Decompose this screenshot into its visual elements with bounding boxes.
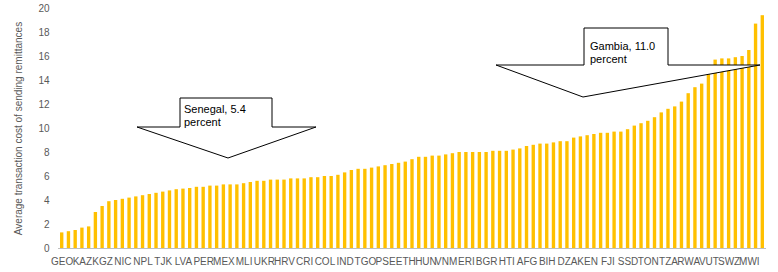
svg-text:AFG: AFG — [517, 256, 538, 267]
svg-text:2: 2 — [44, 219, 50, 230]
svg-text:NIC: NIC — [114, 256, 131, 267]
svg-text:DZA: DZA — [557, 256, 577, 267]
svg-text:SWZ: SWZ — [718, 256, 740, 267]
svg-text:MLI: MLI — [236, 256, 253, 267]
svg-text:SSD: SSD — [618, 256, 639, 267]
svg-text:HRV: HRV — [274, 256, 295, 267]
svg-text:TON: TON — [638, 256, 659, 267]
svg-text:16: 16 — [38, 51, 50, 62]
svg-text:NPL: NPL — [133, 256, 153, 267]
svg-text:KAZ: KAZ — [73, 256, 92, 267]
svg-text:KGZ: KGZ — [92, 256, 113, 267]
svg-text:20: 20 — [38, 3, 50, 14]
svg-text:TZA: TZA — [659, 256, 678, 267]
svg-text:4: 4 — [44, 195, 50, 206]
svg-text:12: 12 — [38, 99, 50, 110]
svg-text:IND: IND — [337, 256, 354, 267]
svg-text:HUN: HUN — [415, 256, 437, 267]
svg-text:6: 6 — [44, 171, 50, 182]
svg-text:18: 18 — [38, 27, 50, 38]
svg-text:14: 14 — [38, 75, 50, 86]
html-text:Gambia, 11.0 percent: Gambia, 11.0 percent — [590, 40, 656, 65]
svg-text:COL: COL — [315, 256, 336, 267]
svg-text:FJI: FJI — [601, 256, 615, 267]
svg-text:0: 0 — [44, 243, 50, 254]
svg-text:PSE: PSE — [376, 256, 396, 267]
svg-text:CRI: CRI — [296, 256, 313, 267]
svg-text:Average transaction cost of se: Average transaction cost of sending remi… — [13, 22, 24, 235]
svg-text:BIH: BIH — [539, 256, 556, 267]
svg-text:RWA: RWA — [677, 256, 700, 267]
html-text:Senegal, 5.4 percent: Senegal, 5.4 percent — [184, 103, 246, 128]
svg-text:MWI: MWI — [739, 256, 760, 267]
svg-text:VNM: VNM — [435, 256, 457, 267]
svg-text:ERI: ERI — [458, 256, 475, 267]
svg-text:LVA: LVA — [175, 256, 193, 267]
svg-text:10: 10 — [38, 123, 50, 134]
svg-text:KEN: KEN — [577, 256, 598, 267]
svg-text:HTI: HTI — [499, 256, 515, 267]
svg-text:ETH: ETH — [396, 256, 416, 267]
svg-text:8: 8 — [44, 147, 50, 158]
svg-text:PER: PER — [193, 256, 214, 267]
svg-text:BGR: BGR — [476, 256, 498, 267]
svg-text:MEX: MEX — [213, 256, 235, 267]
svg-text:UKR: UKR — [254, 256, 275, 267]
svg-text:GEO: GEO — [51, 256, 73, 267]
svg-text:VUT: VUT — [699, 256, 719, 267]
svg-text:TGO: TGO — [355, 256, 377, 267]
svg-text:TJK: TJK — [154, 256, 172, 267]
